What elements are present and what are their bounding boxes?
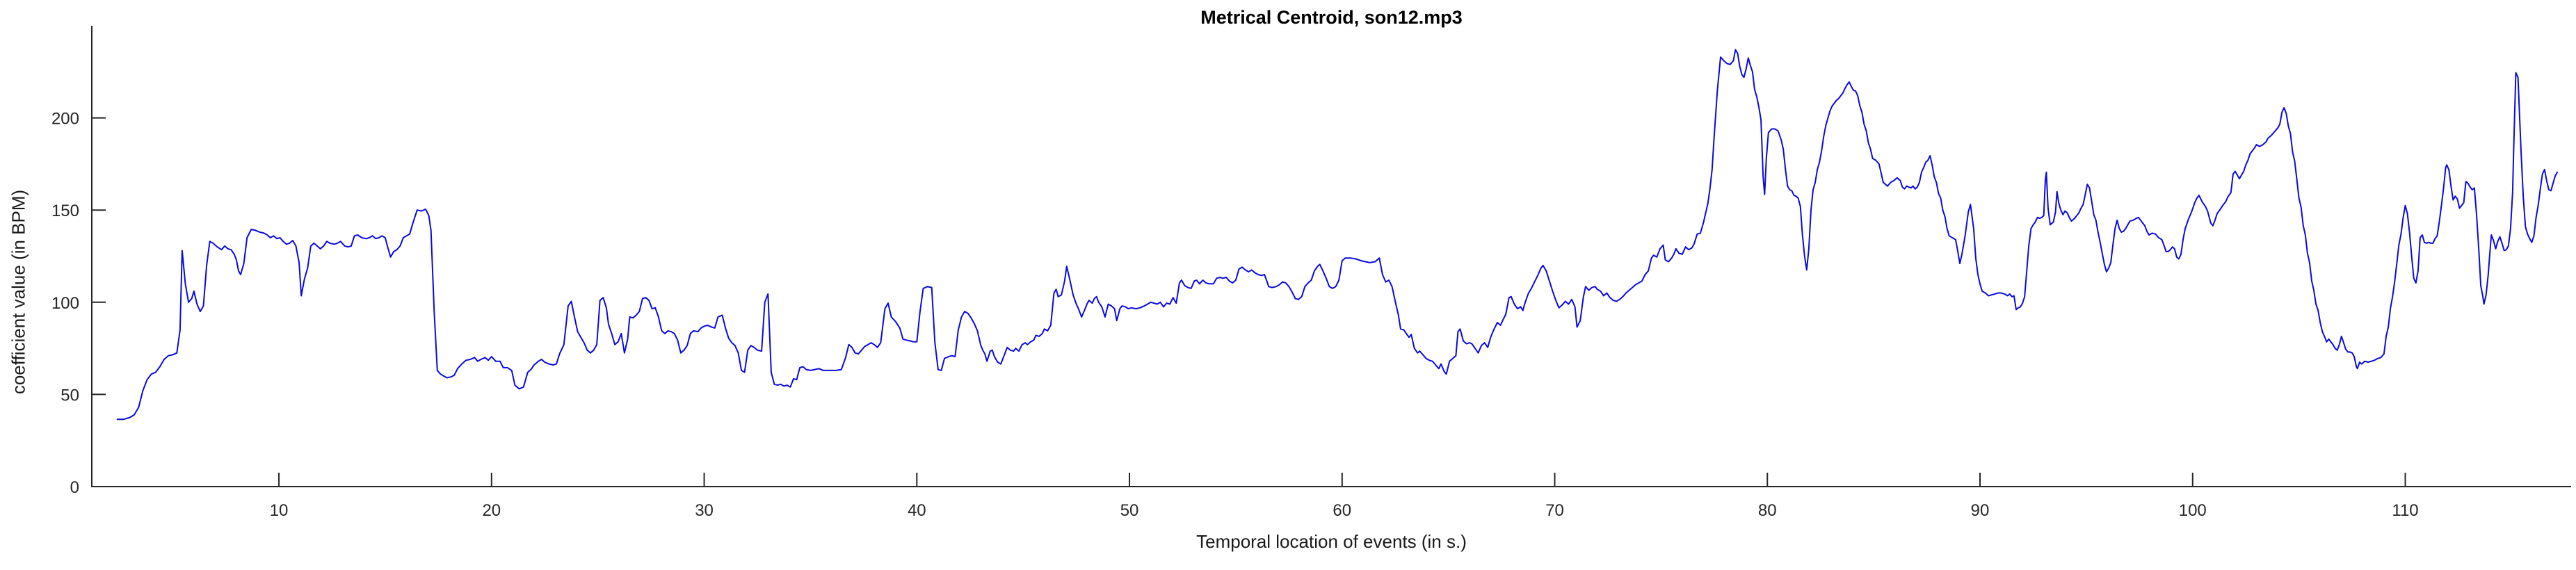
x-tick-label: 50 xyxy=(1120,501,1139,520)
x-tick-label: 70 xyxy=(1545,501,1564,520)
axis-spines xyxy=(91,26,2571,487)
y-tick-label: 150 xyxy=(51,202,79,220)
x-tick-label: 10 xyxy=(270,501,289,520)
x-tick-label: 100 xyxy=(2179,501,2207,520)
x-tick-label: 20 xyxy=(482,501,501,520)
data-series-line xyxy=(116,49,2559,421)
x-tick-label: 40 xyxy=(908,501,926,520)
y-tick-label: 200 xyxy=(51,110,79,129)
x-tick-label: 60 xyxy=(1333,501,1351,520)
chart-title: Metrical Centroid, son12.mp3 xyxy=(1200,7,1463,28)
x-tick-label: 80 xyxy=(1758,501,1777,520)
y-tick-label: 100 xyxy=(51,294,79,313)
y-tick-label: 0 xyxy=(70,478,79,497)
x-tick-label: 30 xyxy=(695,501,714,520)
y-tick-label: 50 xyxy=(61,386,79,405)
x-axis-label: Temporal location of events (in s.) xyxy=(1196,531,1467,552)
x-tick-label: 110 xyxy=(2392,501,2418,520)
x-tick-label: 90 xyxy=(1971,501,1990,520)
